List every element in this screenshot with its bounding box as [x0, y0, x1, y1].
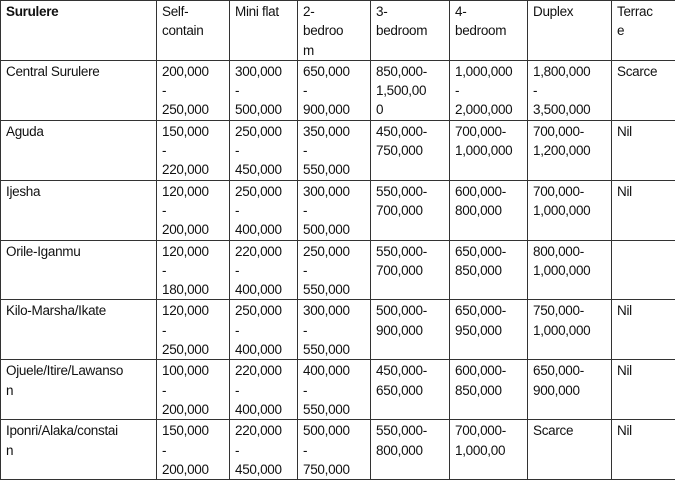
cell-3-bedroom: 450,000- 650,000 — [371, 360, 450, 420]
column-header-terrace: Terrac e — [612, 1, 675, 61]
cell-3-bedroom: 550,000- 800,000 — [371, 420, 450, 480]
cell-mini-flat: 300,000 - 500,000 — [230, 60, 298, 120]
cell-self-contain: 200,000 - 250,000 — [157, 60, 230, 120]
cell-2-bedroom: 350,000 - 550,000 — [298, 120, 371, 180]
cell-mini-flat: 250,000 - 450,000 — [230, 120, 298, 180]
cell-self-contain: 150,000 - 200,000 — [157, 420, 230, 480]
cell-terrace: Nil — [612, 180, 675, 240]
cell-terrace: Nil — [612, 300, 675, 360]
cell-self-contain: 120,000 - 180,000 — [157, 240, 230, 300]
cell-area: Ojuele/Itire/Lawanso n — [1, 360, 157, 420]
cell-4-bedroom: 1,000,000 - 2,000,000 — [450, 60, 528, 120]
cell-4-bedroom: 700,000- 1,000,000 — [450, 120, 528, 180]
cell-mini-flat: 220,000 - 450,000 — [230, 420, 298, 480]
cell-2-bedroom: 300,000 - 500,000 — [298, 180, 371, 240]
cell-terrace: Nil — [612, 420, 675, 480]
column-header-4-bedroom: 4- bedroom — [450, 1, 528, 61]
column-header-self-contain: Self- contain — [157, 1, 230, 61]
cell-2-bedroom: 250,000 - 550,000 — [298, 240, 371, 300]
cell-duplex: 650,000- 900,000 — [528, 360, 612, 420]
column-header-area: Surulere — [1, 1, 157, 61]
cell-duplex: 700,000- 1,200,000 — [528, 120, 612, 180]
cell-terrace: Scarce — [612, 60, 675, 120]
column-header-duplex: Duplex — [528, 1, 612, 61]
cell-self-contain: 120,000 - 250,000 — [157, 300, 230, 360]
cell-area: Iponri/Alaka/constai n — [1, 420, 157, 480]
cell-3-bedroom: 850,000- 1,500,00 0 — [371, 60, 450, 120]
cell-2-bedroom: 400,000 - 550,000 — [298, 360, 371, 420]
cell-2-bedroom: 650,000 - 900,000 — [298, 60, 371, 120]
cell-duplex: 750,000- 1,000,000 — [528, 300, 612, 360]
column-header-2-bedroom: 2- bedroo m — [298, 1, 371, 61]
cell-duplex: 800,000- 1,000,000 — [528, 240, 612, 300]
cell-mini-flat: 220,000 - 400,000 — [230, 240, 298, 300]
cell-self-contain: 150,000 - 220,000 — [157, 120, 230, 180]
cell-3-bedroom: 450,000- 750,000 — [371, 120, 450, 180]
cell-4-bedroom: 600,000- 800,000 — [450, 180, 528, 240]
cell-2-bedroom: 300,000 - 550,000 — [298, 300, 371, 360]
cell-mini-flat: 250,000 - 400,000 — [230, 300, 298, 360]
column-header-mini-flat: Mini flat — [230, 1, 298, 61]
cell-mini-flat: 250,000 - 400,000 — [230, 180, 298, 240]
cell-area: Ijesha — [1, 180, 157, 240]
cell-duplex: 1,800,000 - 3,500,000 — [528, 60, 612, 120]
cell-2-bedroom: 500,000 - 750,000 — [298, 420, 371, 480]
cell-area: Central Surulere — [1, 60, 157, 120]
cell-duplex: Scarce — [528, 420, 612, 480]
cell-terrace: Nil — [612, 360, 675, 420]
cell-self-contain: 120,000 - 200,000 — [157, 180, 230, 240]
cell-terrace: Nil — [612, 120, 675, 180]
cell-duplex: 700,000- 1,000,000 — [528, 180, 612, 240]
cell-terrace — [612, 240, 675, 300]
cell-3-bedroom: 500,000- 900,000 — [371, 300, 450, 360]
cell-3-bedroom: 550,000- 700,000 — [371, 180, 450, 240]
cell-4-bedroom: 650,000- 850,000 — [450, 240, 528, 300]
cell-4-bedroom: 600,000- 850,000 — [450, 360, 528, 420]
cell-4-bedroom: 700,000- 1,000,00 — [450, 420, 528, 480]
cell-mini-flat: 220,000 - 400,000 — [230, 360, 298, 420]
cell-self-contain: 100,000 - 200,000 — [157, 360, 230, 420]
cell-4-bedroom: 650,000- 950,000 — [450, 300, 528, 360]
cell-area: Aguda — [1, 120, 157, 180]
cell-3-bedroom: 550,000- 700,000 — [371, 240, 450, 300]
column-header-3-bedroom: 3- bedroom — [371, 1, 450, 61]
cell-area: Kilo-Marsha/Ikate — [1, 300, 157, 360]
cell-area: Orile-Iganmu — [1, 240, 157, 300]
